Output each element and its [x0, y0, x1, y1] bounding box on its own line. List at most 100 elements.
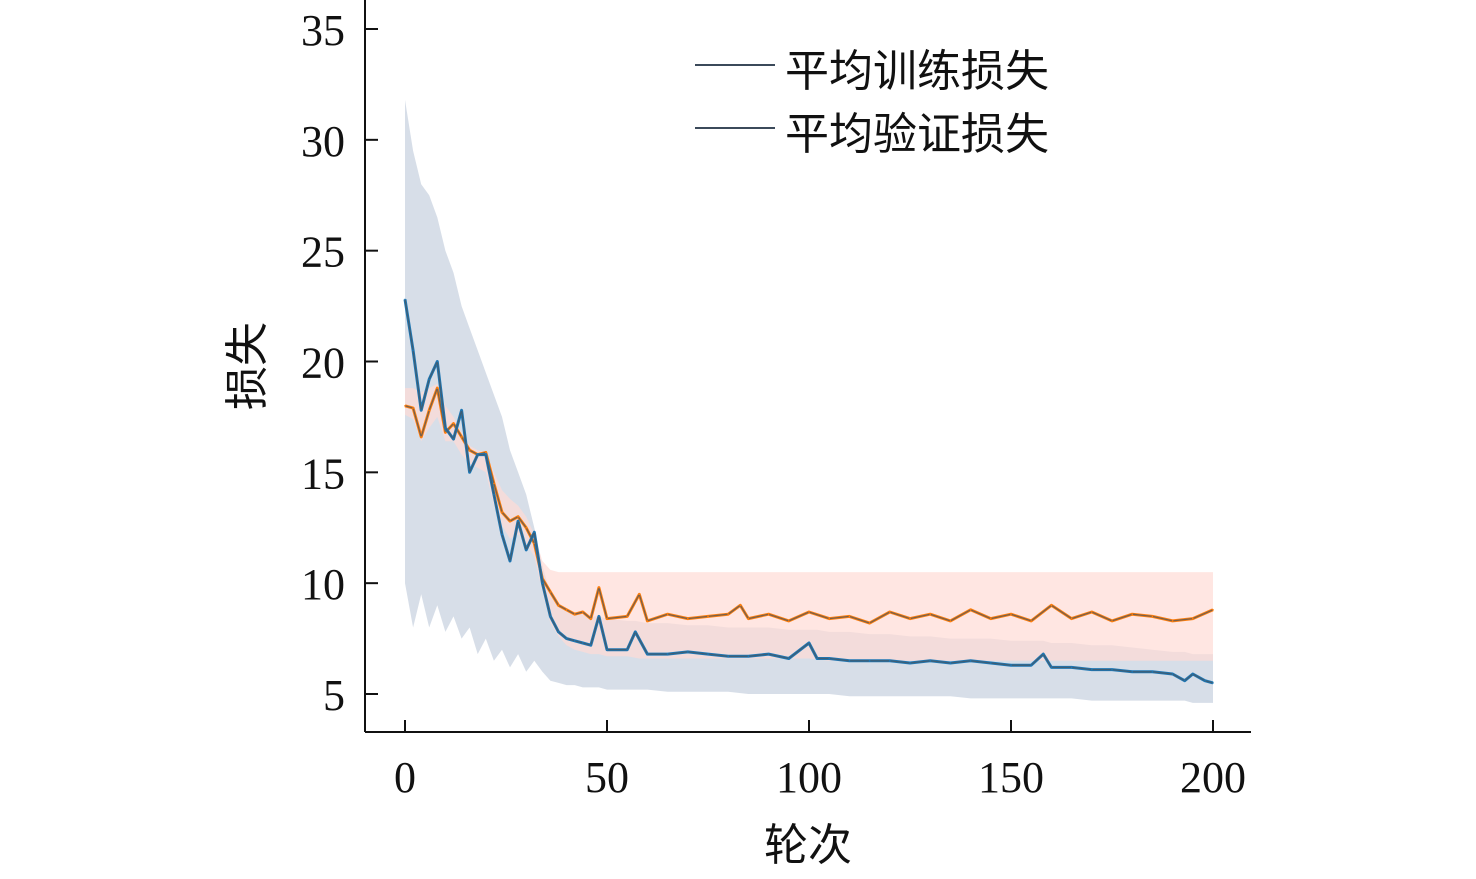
point-series-2: [767, 613, 770, 615]
x-tick-label: 100: [776, 753, 842, 802]
point-series-1: [557, 631, 560, 633]
point-series-2: [889, 611, 891, 613]
point-series-2: [747, 617, 750, 620]
point-series-2: [565, 609, 568, 611]
point-series-1: [549, 615, 552, 618]
point-series-2: [727, 613, 729, 615]
point-series-2: [428, 409, 431, 412]
point-series-2: [460, 436, 463, 438]
point-series-1: [1042, 653, 1045, 655]
point-series-1: [420, 409, 423, 412]
point-series-2: [949, 620, 952, 622]
point-series-2: [404, 405, 406, 407]
point-series-1: [868, 660, 871, 662]
point-series-1: [1204, 679, 1206, 682]
point-series-2: [1070, 617, 1073, 620]
point-series-1: [533, 531, 536, 533]
point-series-1: [788, 657, 790, 660]
point-series-2: [1030, 620, 1032, 622]
point-series-1: [1070, 666, 1073, 669]
point-series-2: [501, 511, 503, 513]
point-series-1: [412, 349, 414, 352]
y-ticks: 5 10 15 20 25 30 35: [301, 6, 378, 720]
point-series-1: [747, 655, 750, 658]
point-series-2: [598, 586, 600, 589]
point-series-2: [707, 615, 709, 618]
point-series-1: [573, 640, 576, 642]
point-series-1: [1111, 668, 1113, 671]
point-series-2: [493, 482, 495, 485]
point-series-2: [1010, 613, 1012, 615]
y-tick-label: 10: [301, 560, 345, 609]
point-series-1: [598, 615, 600, 618]
y-tick-label: 25: [301, 228, 345, 277]
point-series-1: [1010, 664, 1012, 666]
point-series-1: [509, 560, 511, 562]
point-series-2: [666, 613, 669, 615]
point-series-2: [485, 451, 487, 454]
y-tick-label: 35: [301, 6, 345, 55]
point-series-2: [549, 591, 552, 593]
point-series-2: [1151, 615, 1154, 618]
point-series-2: [1091, 611, 1093, 613]
point-series-2: [1131, 613, 1133, 615]
point-series-1: [1171, 673, 1174, 675]
point-series-1: [606, 648, 608, 651]
point-series-1: [590, 644, 592, 646]
point-series-2: [452, 422, 455, 425]
point-series-2: [1111, 620, 1113, 622]
point-series-2: [509, 520, 511, 522]
y-axis-title: 损失: [222, 322, 273, 410]
legend-label-train: 平均训练损失: [785, 46, 1049, 97]
point-series-2: [990, 617, 992, 620]
point-series-2: [808, 611, 810, 613]
x-axis-title: 轮次: [764, 820, 852, 871]
x-tick-label: 50: [585, 753, 629, 802]
point-series-1: [707, 653, 709, 655]
point-series-2: [626, 615, 628, 618]
line-series-1: [403, 298, 1214, 685]
y-tick-label: 30: [301, 117, 345, 166]
x-tick-label: 200: [1180, 753, 1246, 802]
point-series-2: [868, 622, 871, 624]
point-series-1: [990, 662, 992, 664]
legend-label-val: 平均验证损失: [785, 109, 1049, 160]
point-series-1: [565, 637, 568, 640]
point-series-2: [788, 620, 790, 622]
point-series-1: [1151, 671, 1154, 673]
point-series-1: [436, 360, 439, 363]
point-series-1: [1183, 679, 1186, 682]
point-series-2: [848, 615, 851, 618]
point-series-1: [1212, 682, 1214, 684]
point-series-1: [808, 642, 810, 644]
point-series-2: [1171, 620, 1174, 622]
point-series-2: [909, 617, 911, 620]
legend: 平均训练损失 平均验证损失: [695, 46, 1049, 160]
series-lines: [403, 298, 1214, 685]
point-series-1: [493, 493, 495, 496]
point-series-1: [767, 653, 770, 655]
y-tick-label: 5: [323, 671, 345, 720]
point-series-1: [969, 660, 972, 662]
x-ticks: 0 50 100 150 200: [394, 720, 1246, 802]
point-series-1: [626, 648, 628, 651]
point-series-1: [501, 533, 503, 536]
band-series-2: [405, 383, 1213, 661]
point-series-2: [606, 617, 608, 620]
point-series-1: [889, 660, 891, 662]
point-series-2: [444, 431, 447, 434]
point-series-1: [1050, 666, 1053, 669]
point-series-2: [468, 449, 471, 452]
point-series-2: [1050, 604, 1053, 607]
point-series-2: [1192, 617, 1194, 620]
point-series-1: [909, 662, 911, 664]
point-series-1: [828, 657, 830, 660]
point-series-1: [1192, 673, 1194, 675]
point-series-2: [557, 604, 560, 607]
point-series-2: [646, 620, 649, 622]
point-series-1: [428, 378, 431, 381]
point-series-1: [929, 660, 931, 662]
point-series-1: [460, 409, 463, 412]
point-series-2: [525, 527, 527, 529]
